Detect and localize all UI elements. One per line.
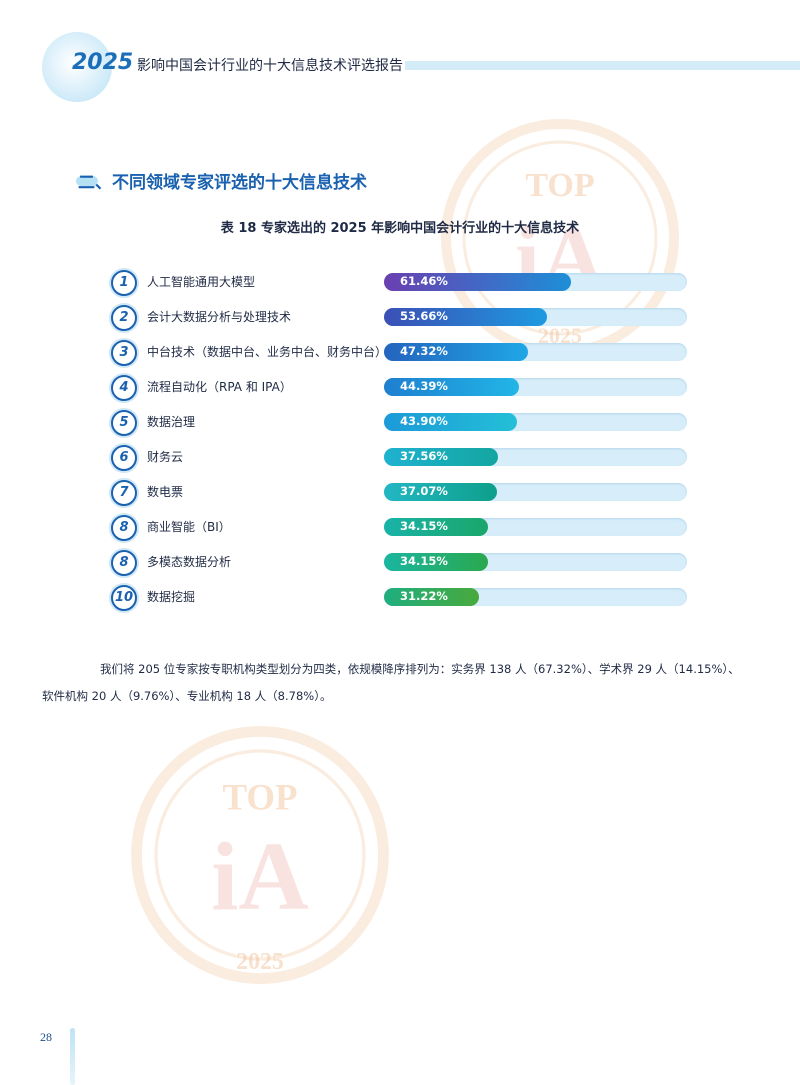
bar-value-label: 31.22%	[400, 589, 448, 603]
page-header: 2025 影响中国会计行业的十大信息技术评选报告	[0, 0, 800, 110]
category-label: 多模态数据分析	[147, 555, 232, 569]
category-label: 人工智能通用大模型	[147, 275, 256, 289]
rank-number-badge: 2	[111, 305, 137, 331]
page-footer-bar	[70, 1028, 75, 1085]
category-label: 会计大数据分析与处理技术	[147, 310, 292, 324]
bar-fill: 34.15%	[384, 553, 488, 571]
rank-number-badge: 10	[111, 585, 137, 611]
rank-number-badge: 3	[111, 340, 137, 366]
bar-value-label: 43.90%	[400, 414, 448, 428]
ranking-row: 7 数电票 37.07%	[0, 478, 800, 508]
ranking-row: 1 人工智能通用大模型 61.46%	[0, 268, 800, 298]
watermark-top: TOP	[525, 167, 594, 204]
bar-track: 47.32%	[384, 343, 687, 361]
bar-track: 61.46%	[384, 273, 687, 291]
watermark-logo: iA	[211, 823, 309, 931]
rank-number-badge: 1	[111, 270, 137, 296]
category-label: 数电票	[147, 485, 184, 499]
bar-fill: 37.56%	[384, 448, 498, 466]
bar-track: 44.39%	[384, 378, 687, 396]
bar-track: 34.15%	[384, 553, 687, 571]
bar-fill: 37.07%	[384, 483, 497, 501]
bar-track: 53.66%	[384, 308, 687, 326]
bar-track: 43.90%	[384, 413, 687, 431]
rank-number-badge: 4	[111, 375, 137, 401]
page-number: 28	[40, 1030, 52, 1044]
category-label: 数据治理	[147, 415, 196, 429]
rank-number-badge: 5	[111, 410, 137, 436]
ranking-row: 6 财务云 37.56%	[0, 443, 800, 473]
category-label: 流程自动化（RPA 和 IPA）	[147, 380, 292, 394]
watermark-year: 2025	[236, 949, 284, 975]
bar-value-label: 34.15%	[400, 519, 448, 533]
bar-track: 31.22%	[384, 588, 687, 606]
bar-value-label: 47.32%	[400, 344, 448, 358]
section-title: 二、不同领域专家评选的十大信息技术	[78, 173, 367, 193]
bar-fill: 61.46%	[384, 273, 571, 291]
header-year: 2025	[72, 50, 134, 75]
header-circle-decoration	[42, 32, 112, 102]
watermark-logo: iA	[515, 209, 605, 308]
rank-number-badge: 6	[111, 445, 137, 471]
ranking-row: 2 会计大数据分析与处理技术 53.66%	[0, 303, 800, 333]
ranking-row: 4 流程自动化（RPA 和 IPA） 44.39%	[0, 373, 800, 403]
ranking-row: 5 数据治理 43.90%	[0, 408, 800, 438]
bar-value-label: 37.07%	[400, 484, 448, 498]
bar-fill: 53.66%	[384, 308, 547, 326]
watermark-top: TOP	[222, 777, 297, 818]
category-label: 财务云	[147, 450, 184, 464]
bar-value-label: 61.46%	[400, 274, 448, 288]
bar-track: 37.56%	[384, 448, 687, 466]
bar-fill: 34.15%	[384, 518, 488, 536]
category-label: 中台技术（数据中台、业务中台、财务中台）	[147, 345, 388, 359]
bar-value-label: 53.66%	[400, 309, 448, 323]
body-paragraph: 我们将 205 位专家按专职机构类型划分为四类，依规模降序排列为：实务界 138…	[42, 656, 740, 710]
ranking-row: 3 中台技术（数据中台、业务中台、财务中台） 47.32%	[0, 338, 800, 368]
category-label: 商业智能（BI）	[147, 520, 231, 534]
section-pill-decoration	[76, 176, 98, 186]
bar-fill: 47.32%	[384, 343, 528, 361]
ranking-row: 10 数据挖掘 31.22%	[0, 583, 800, 613]
bar-track: 34.15%	[384, 518, 687, 536]
watermark-seal: TOP iA 2025	[130, 725, 390, 985]
rank-number-badge: 8	[111, 550, 137, 576]
rank-number-badge: 8	[111, 515, 137, 541]
header-rule	[405, 61, 800, 70]
paragraph-line-2: 软件机构 20 人（9.76%）、专业机构 18 人（8.78%）。	[42, 689, 332, 703]
table-caption: 表 18 专家选出的 2025 年影响中国会计行业的十大信息技术	[220, 221, 580, 236]
bar-fill: 43.90%	[384, 413, 517, 431]
bar-fill: 44.39%	[384, 378, 519, 396]
category-label: 数据挖掘	[147, 590, 196, 604]
ranking-row: 8 商业智能（BI） 34.15%	[0, 513, 800, 543]
paragraph-line-1: 我们将 205 位专家按专职机构类型划分为四类，依规模降序排列为：实务界 138…	[100, 662, 740, 676]
bar-fill: 31.22%	[384, 588, 479, 606]
bar-value-label: 37.56%	[400, 449, 448, 463]
ranking-row: 8 多模态数据分析 34.15%	[0, 548, 800, 578]
rank-number-badge: 7	[111, 480, 137, 506]
section-heading: 二、不同领域专家评选的十大信息技术	[76, 168, 367, 193]
bar-value-label: 34.15%	[400, 554, 448, 568]
bar-track: 37.07%	[384, 483, 687, 501]
bar-value-label: 44.39%	[400, 379, 448, 393]
header-title: 影响中国会计行业的十大信息技术评选报告	[137, 58, 403, 74]
